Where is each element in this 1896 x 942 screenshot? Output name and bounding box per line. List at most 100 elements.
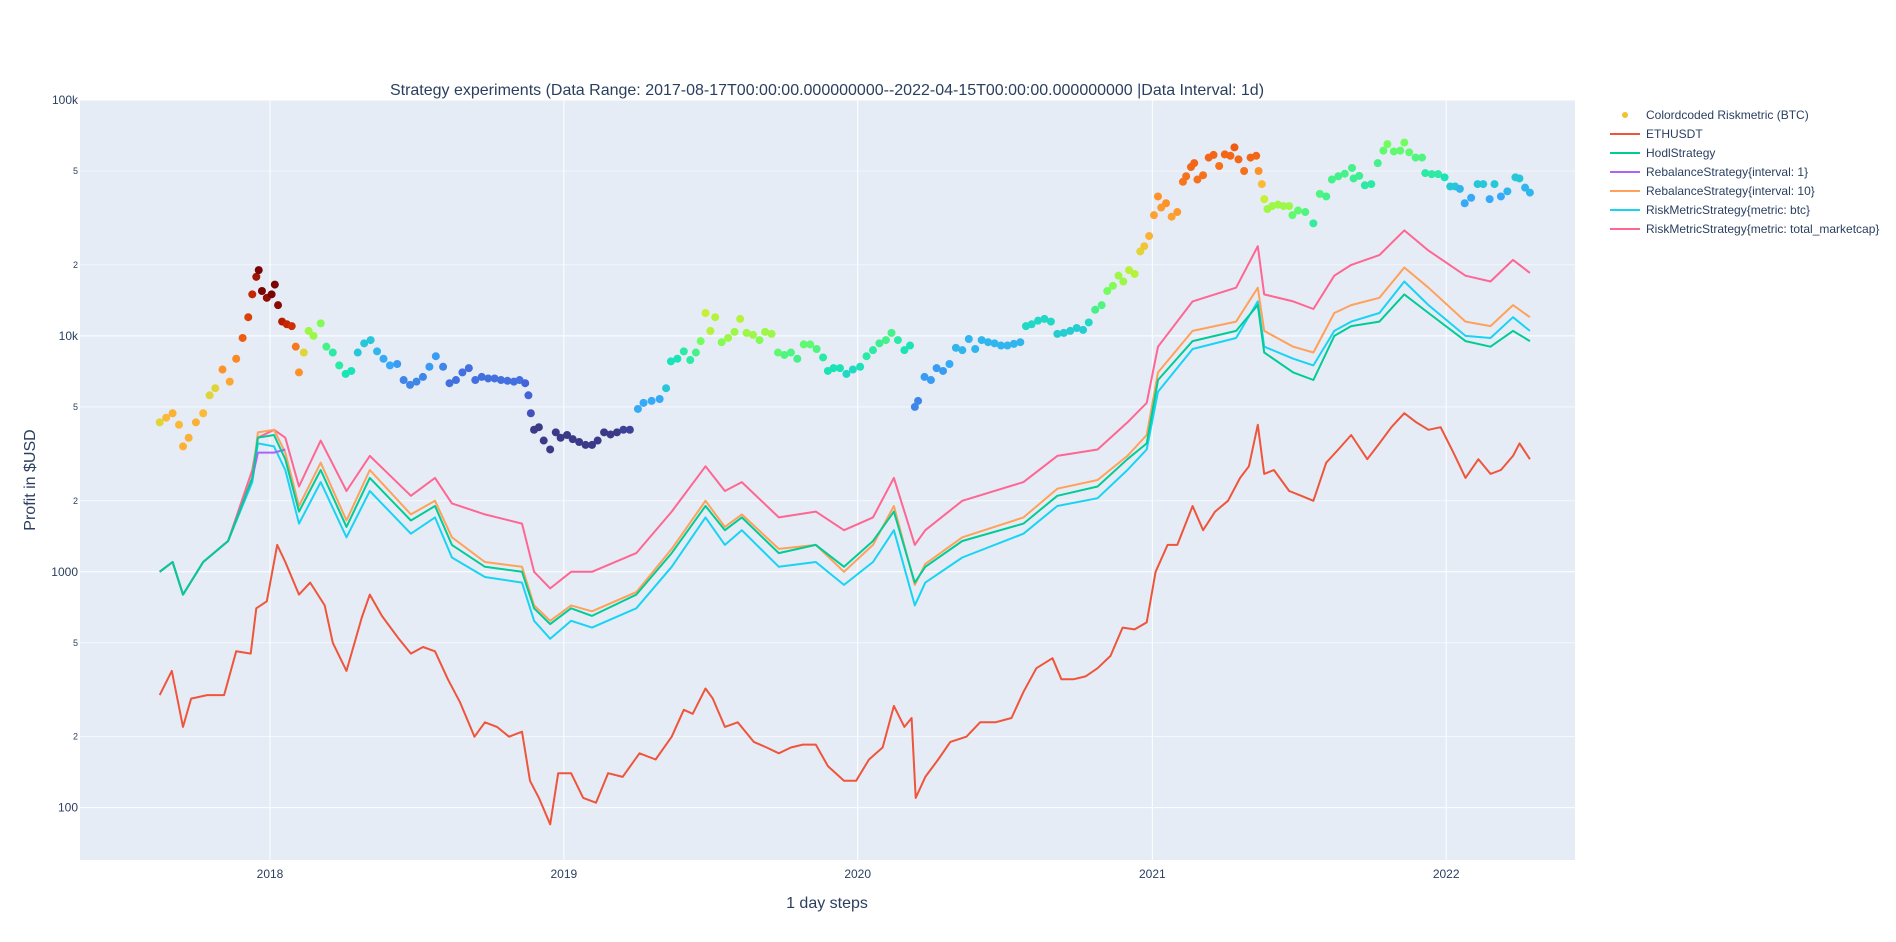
series-line-rebalancestrategy-interval-10 [159, 266, 1531, 622]
risk-marker [1285, 202, 1294, 211]
risk-marker [767, 329, 776, 338]
risk-marker [984, 338, 993, 347]
risk-marker [588, 440, 597, 449]
risk-marker [581, 440, 590, 449]
risk-marker [856, 362, 865, 371]
risk-marker [612, 428, 621, 437]
risk-marker [406, 380, 415, 389]
risk-marker [477, 372, 486, 381]
risk-marker [168, 409, 177, 418]
risk-marker [211, 384, 220, 393]
risk-marker [1360, 181, 1369, 190]
risk-marker [793, 354, 802, 363]
risk-marker [1400, 138, 1409, 147]
risk-marker [393, 360, 402, 369]
legend-label: RiskMetricStrategy{metric: total_marketc… [1646, 222, 1879, 236]
risk-marker [316, 319, 325, 328]
risk-marker [1327, 175, 1336, 184]
x-axis-title: 1 day steps [786, 895, 868, 912]
risk-marker [490, 374, 499, 383]
y-minor-tick-label: 2 [73, 260, 78, 270]
risk-marker [1347, 163, 1356, 172]
risk-marker [755, 336, 764, 345]
risk-marker [1252, 151, 1261, 160]
risk-marker [458, 368, 467, 377]
risk-marker [1367, 180, 1376, 189]
risk-marker [1059, 328, 1068, 337]
risk-marker [412, 377, 421, 386]
risk-marker [1373, 159, 1382, 168]
legend-item-rebalancestrategy-interval-10[interactable]: RebalanceStrategy{interval: 10} [1610, 184, 1815, 198]
risk-marker [1149, 211, 1158, 220]
risk-marker [1193, 175, 1202, 184]
x-tick-label: 2018 [257, 867, 284, 881]
risk-marker [385, 361, 394, 370]
risk-marker [914, 396, 923, 405]
legend-item-rebalancestrategy-interval-1[interactable]: RebalanceStrategy{interval: 1} [1610, 165, 1808, 179]
risk-marker [829, 364, 838, 373]
series-line-riskmetricstrategy-metric-btc [159, 280, 1531, 640]
risk-marker [1162, 199, 1171, 208]
risk-marker [526, 409, 535, 418]
risk-marker [205, 391, 214, 400]
risk-marker [1097, 301, 1106, 310]
risk-marker [1260, 195, 1269, 204]
series-markers-colordcoded-riskmetric-btc [155, 138, 1534, 454]
risk-marker [1521, 183, 1530, 192]
risk-marker [990, 339, 999, 348]
legend-item-ethusdt[interactable]: ETHUSDT [1610, 127, 1703, 141]
risk-marker [238, 333, 247, 342]
risk-marker [600, 428, 609, 437]
risk-marker [1379, 146, 1388, 155]
risk-marker [1460, 199, 1469, 208]
risk-marker [267, 290, 276, 299]
risk-marker [1009, 339, 1018, 348]
risk-marker [556, 433, 565, 442]
risk-marker [1334, 172, 1343, 181]
legend-item-colordcoded-riskmetric-btc[interactable]: Colordcoded Riskmetric (BTC) [1622, 108, 1809, 122]
risk-marker [294, 368, 303, 377]
series-line-hodlstrategy [159, 293, 1531, 626]
risk-marker [1389, 147, 1398, 156]
risk-marker [780, 350, 789, 359]
risk-marker [868, 346, 877, 355]
risk-marker [1091, 305, 1100, 314]
risk-marker [563, 431, 572, 440]
risk-marker [971, 344, 980, 353]
legend-item-riskmetricstrategy-metric-total-marketcap[interactable]: RiskMetricStrategy{metric: total_marketc… [1610, 222, 1879, 236]
risk-marker [1301, 208, 1310, 217]
risk-marker [287, 322, 296, 331]
risk-marker [619, 425, 628, 434]
risk-marker [647, 396, 656, 405]
risk-marker [662, 384, 671, 393]
risk-marker [191, 418, 200, 427]
risk-marker [1124, 266, 1133, 275]
risk-marker [309, 331, 318, 340]
risk-marker [184, 433, 193, 442]
risk-marker [1167, 212, 1176, 221]
risk-marker [958, 346, 967, 355]
x-tick-labels: 2018 2019 2020 2021 2022 [257, 867, 1460, 881]
x-tick-label: 2019 [550, 867, 577, 881]
risk-marker [445, 379, 454, 388]
risk-marker [996, 341, 1005, 350]
risk-marker [471, 376, 480, 385]
risk-marker [881, 336, 890, 345]
legend-item-riskmetricstrategy-metric-btc[interactable]: RiskMetricStrategy{metric: btc} [1610, 203, 1810, 217]
risk-marker [887, 328, 896, 337]
risk-marker [322, 342, 331, 351]
risk-marker [218, 365, 227, 374]
risk-marker [786, 348, 795, 357]
risk-marker [625, 425, 634, 434]
legend-label: ETHUSDT [1646, 127, 1703, 141]
risk-marker [1455, 184, 1464, 193]
risk-marker [1053, 329, 1062, 338]
risk-marker [939, 366, 948, 375]
risk-marker [717, 338, 726, 347]
legend-item-hodlstrategy[interactable]: HodlStrategy [1610, 146, 1715, 160]
risk-marker [848, 365, 857, 374]
risk-marker [1072, 324, 1081, 333]
risk-marker [425, 362, 434, 371]
risk-marker [761, 327, 770, 336]
series-line-ethusdt [158, 412, 1531, 826]
